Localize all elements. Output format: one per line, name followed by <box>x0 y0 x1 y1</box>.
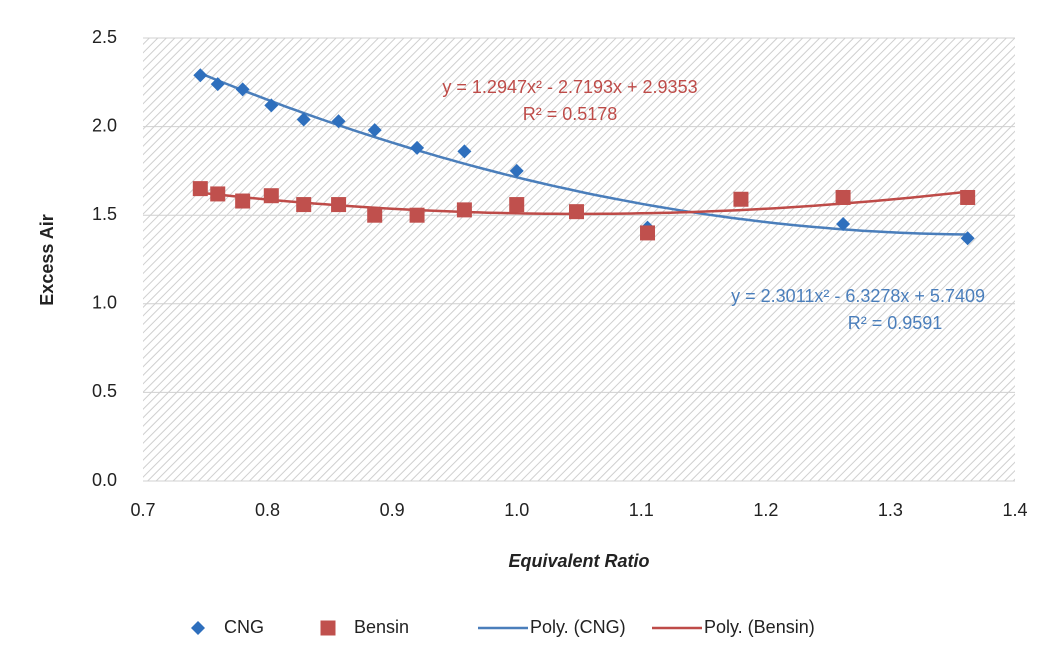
trendline <box>199 72 968 236</box>
plot-area <box>143 38 1015 481</box>
point <box>457 144 472 159</box>
point <box>960 231 975 246</box>
point <box>640 225 656 241</box>
x-tick-label: 0.7 <box>130 500 155 520</box>
legend-label: Poly. (Bensin) <box>704 617 815 637</box>
x-tick-label: 1.3 <box>878 500 903 520</box>
x-tick-label: 1.0 <box>504 500 529 520</box>
y-tick-label: 2.0 <box>92 115 117 135</box>
x-axis-label: Equivalent Ratio <box>508 551 649 571</box>
x-tick-label: 0.8 <box>255 500 280 520</box>
point <box>456 202 472 218</box>
equation-label: y = 1.2947x² - 2.7193x + 2.9353 <box>442 77 697 97</box>
point <box>235 193 251 209</box>
x-tick-label: 1.1 <box>629 500 654 520</box>
x-tick-label: 1.2 <box>753 500 778 520</box>
point <box>210 186 226 202</box>
point <box>193 68 208 83</box>
legend-label: Poly. (CNG) <box>530 617 626 637</box>
point <box>296 197 312 213</box>
y-tick-label: 0.0 <box>92 470 117 490</box>
point <box>331 114 346 129</box>
legend-label: Bensin <box>354 617 409 637</box>
y-tick-label: 2.5 <box>92 27 117 47</box>
point <box>836 217 851 232</box>
point <box>960 189 976 205</box>
point <box>410 140 425 155</box>
point <box>296 112 311 127</box>
point <box>733 191 749 207</box>
point <box>835 189 851 205</box>
point <box>210 77 225 92</box>
x-tick-label: 1.4 <box>1002 500 1027 520</box>
point <box>235 82 250 97</box>
point <box>509 197 525 213</box>
point <box>569 204 585 220</box>
y-axis-label: Excess Air <box>37 214 57 305</box>
x-tick-label: 0.9 <box>380 500 405 520</box>
point <box>192 181 208 197</box>
r2-label: R² = 0.9591 <box>848 313 943 333</box>
legend-marker <box>320 620 336 636</box>
point <box>367 123 382 138</box>
point <box>509 163 524 178</box>
y-tick-label: 1.5 <box>92 204 117 224</box>
point <box>264 98 279 113</box>
y-tick-label: 1.0 <box>92 293 117 313</box>
equation-label: y = 2.3011x² - 6.3278x + 5.7409 <box>731 286 985 306</box>
point <box>263 188 279 204</box>
point <box>367 207 383 223</box>
r2-label: R² = 0.5178 <box>523 104 618 124</box>
legend-label: CNG <box>224 617 264 637</box>
point <box>409 207 425 223</box>
point <box>331 197 347 213</box>
legend-marker <box>191 621 205 635</box>
y-tick-label: 0.5 <box>92 381 117 401</box>
